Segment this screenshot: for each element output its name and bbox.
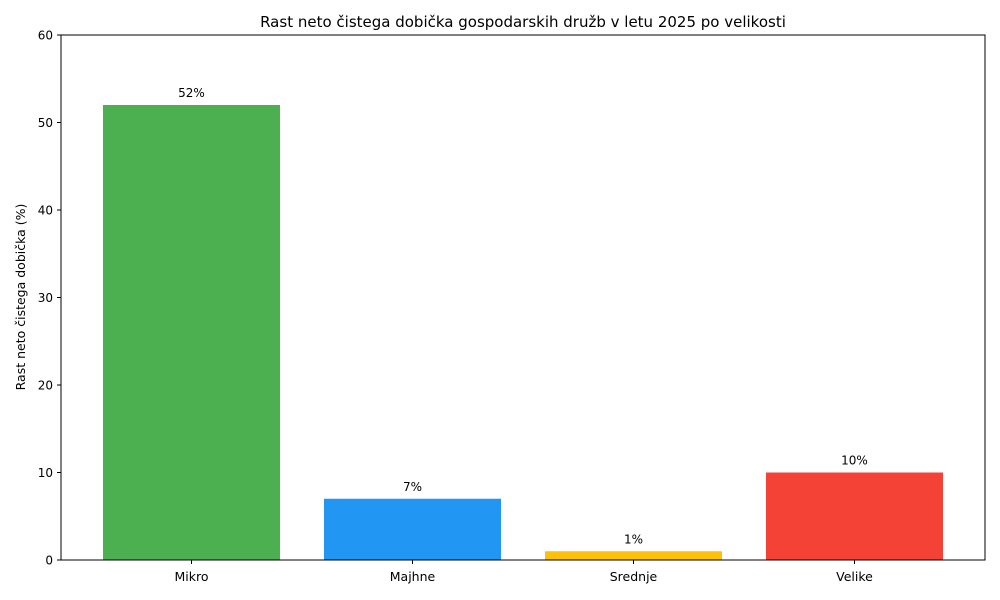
x-tick-label: Majhne	[390, 569, 436, 584]
y-tick-label: 40	[38, 204, 53, 218]
data-label: 1%	[624, 532, 643, 546]
y-tick-label: 10	[38, 466, 53, 480]
bar-velike	[766, 472, 943, 560]
bar-srednje	[545, 551, 722, 560]
bar-mikro	[103, 105, 280, 560]
y-tick-label: 30	[38, 291, 53, 305]
bar-majhne	[324, 498, 501, 560]
y-tick-label: 0	[45, 554, 53, 568]
data-label: 52%	[178, 86, 205, 100]
data-label: 10%	[841, 454, 868, 468]
chart-title: Rast neto čistega dobička gospodarskih d…	[260, 13, 786, 31]
x-tick-label: Mikro	[174, 569, 208, 584]
y-tick-label: 50	[38, 116, 53, 130]
data-labels: 52% 7% 1% 10%	[178, 86, 868, 546]
plot-area-frame	[60, 34, 986, 561]
y-tick-label: 20	[38, 379, 53, 393]
axis-ticks: 0 10 20 30 40 50 60 Mikro Majhne Srednje Velike	[38, 29, 873, 585]
bars	[103, 105, 943, 560]
y-axis-label: Rast neto čistega dobička (%)	[13, 204, 28, 391]
x-tick-label: Srednje	[610, 569, 658, 584]
x-tick-label: Velike	[836, 569, 873, 584]
data-label: 7%	[403, 480, 422, 494]
y-tick-label: 60	[38, 29, 53, 43]
